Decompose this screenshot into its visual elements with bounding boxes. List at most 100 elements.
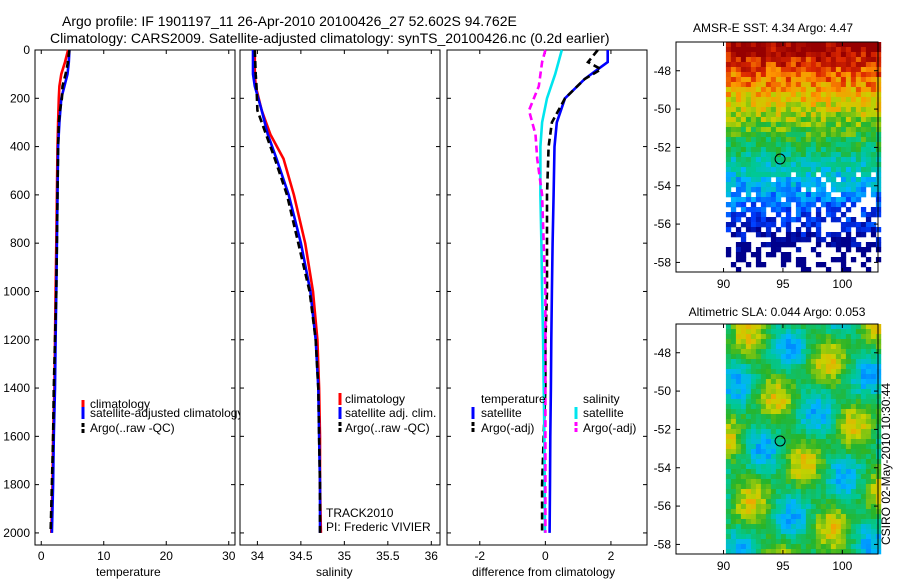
map-cell [800, 82, 807, 88]
map-cell [790, 152, 797, 158]
map-cell [770, 439, 777, 445]
map-cell [745, 549, 752, 555]
map-cell [805, 489, 812, 495]
map-cell [790, 42, 797, 48]
map-cell [805, 122, 812, 128]
map-cell [795, 489, 802, 495]
map-cell [740, 379, 747, 385]
map-cell [850, 394, 857, 400]
map-cell [730, 72, 737, 78]
map-cell [840, 464, 847, 470]
map-cell [770, 67, 777, 73]
map-cell [735, 152, 742, 158]
map-cell [730, 359, 737, 365]
map-cell [745, 182, 752, 188]
map-cell [830, 454, 837, 460]
map-cell [750, 349, 757, 355]
map-cell [865, 529, 872, 535]
map-cell [845, 349, 852, 355]
map-cell [800, 479, 807, 485]
map-cell [740, 344, 747, 350]
map-cell [740, 42, 747, 48]
map-cell [825, 97, 832, 103]
map-cell [745, 97, 752, 103]
map-cell [855, 499, 862, 505]
map-cell [775, 142, 782, 148]
map-cell [755, 389, 762, 395]
map-cell [815, 414, 822, 420]
map-cell [810, 479, 817, 485]
map-cell [875, 142, 882, 148]
map-cell [820, 504, 827, 510]
map-cell [755, 394, 762, 400]
map-cell [805, 324, 812, 330]
map-cell [810, 394, 817, 400]
map-cell [815, 117, 822, 123]
map-cell [770, 162, 777, 168]
map-cell [780, 97, 787, 103]
map-cell [730, 534, 737, 540]
map-cell [865, 97, 872, 103]
map-cell [760, 394, 767, 400]
map-cell [875, 102, 882, 108]
map-cell [835, 62, 842, 68]
map-cell [810, 544, 817, 550]
map-cell [860, 177, 867, 183]
map-cell [740, 394, 747, 400]
map-cell [785, 324, 792, 330]
map-cell [770, 252, 777, 258]
map-cell [870, 414, 877, 420]
map-cell [835, 469, 842, 475]
map-cell [775, 132, 782, 138]
map-cell [855, 449, 862, 455]
map-cell [820, 167, 827, 173]
map-cell [795, 247, 802, 253]
temperature-legend: climatology satellite-adjusted climatolo… [81, 397, 243, 435]
map-cell [800, 324, 807, 330]
map-cell [825, 394, 832, 400]
map-cell [740, 324, 747, 330]
map-cell [735, 329, 742, 335]
map-cell [750, 394, 757, 400]
map-cell [875, 434, 882, 440]
map-cell [780, 364, 787, 370]
map-cell [755, 424, 762, 430]
map-cell [755, 334, 762, 340]
map-cell [870, 529, 877, 535]
map-cell [795, 434, 802, 440]
map-cell [780, 127, 787, 133]
map-cell [785, 369, 792, 375]
map-cell [725, 122, 732, 128]
map-cell [805, 544, 812, 550]
map-cell [855, 137, 862, 143]
map-cell [875, 429, 882, 435]
map-cell [865, 384, 872, 390]
map-cell [790, 167, 797, 173]
map-cell [770, 339, 777, 345]
map-cell [785, 484, 792, 490]
map-cell [865, 369, 872, 375]
map-cell [830, 414, 837, 420]
map-cell [815, 484, 822, 490]
map-cell [870, 212, 877, 218]
map-cell [830, 52, 837, 58]
map-cell [750, 444, 757, 450]
map-cell [825, 107, 832, 113]
map-cell [825, 369, 832, 375]
map-cell [855, 227, 862, 233]
map-cell [795, 374, 802, 380]
map-cell [865, 374, 872, 380]
map-cell [820, 172, 827, 178]
map-cell [775, 182, 782, 188]
map-cell [785, 112, 792, 118]
map-cell [870, 494, 877, 500]
map-cell [770, 374, 777, 380]
map-cell [745, 339, 752, 345]
map-cell [815, 494, 822, 500]
map-cell [835, 474, 842, 480]
sst-map-cells [725, 42, 882, 273]
map-cell [820, 449, 827, 455]
map-cell [800, 404, 807, 410]
map-cell [780, 434, 787, 440]
map-cell [735, 534, 742, 540]
